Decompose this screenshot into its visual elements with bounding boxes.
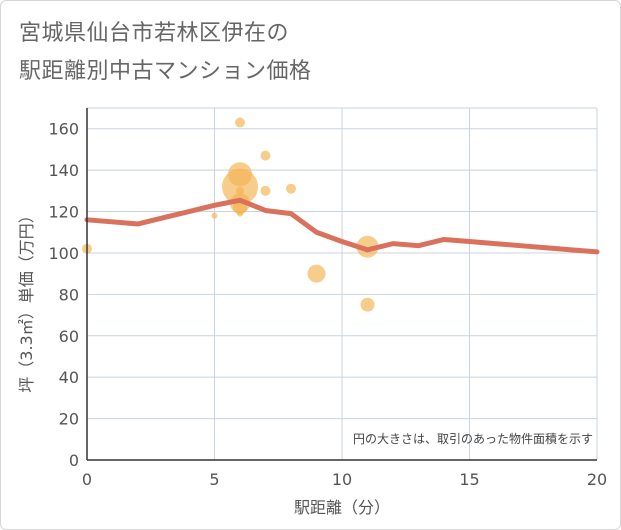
trend-series — [84, 197, 600, 255]
bubble-point-14 — [360, 297, 375, 312]
y-tick-label-40: 40 — [59, 368, 79, 387]
bubble-point-1 — [211, 212, 218, 219]
x-tick-label-10: 10 — [332, 470, 352, 489]
y-tick-label-60: 60 — [59, 327, 79, 346]
x-tick-label-15: 15 — [459, 470, 479, 489]
bubble-point-8 — [237, 210, 243, 217]
x-axis-label: 駅距離（分） — [294, 498, 390, 517]
y-tick-label-160: 160 — [48, 120, 79, 139]
bubble-point-11 — [286, 183, 296, 194]
y-tick-label-140: 140 — [48, 161, 79, 180]
bubble-point-5 — [236, 186, 244, 195]
y-tick-label-20: 20 — [59, 410, 79, 429]
chart-title-line2: 駅距離別中古マンション価格 — [19, 59, 312, 84]
y-tick-label-100: 100 — [48, 244, 79, 263]
tick-labels: 0 20 40 60 80 100 120 140 160 0 5 10 15 20 — [48, 120, 607, 489]
bubble-point-9 — [260, 150, 271, 161]
x-tick-label-5: 5 — [209, 470, 219, 489]
y-tick-label-0: 0 — [69, 451, 79, 470]
x-tick-label-0: 0 — [82, 470, 92, 489]
y-axis-label: 坪（3.3㎡）単価（万円） — [17, 207, 36, 392]
bubble-point-12 — [307, 264, 326, 283]
grid-lines — [87, 107, 598, 460]
bubble-point-2 — [235, 117, 245, 128]
bubble-point-13 — [356, 235, 379, 258]
size-note: 円の大きさは、取引のあった物件面積を示す — [353, 431, 593, 446]
bubble-point-10 — [260, 185, 271, 196]
bubble-point-4 — [222, 168, 258, 205]
y-tick-label-120: 120 — [48, 203, 79, 222]
axes — [86, 108, 597, 461]
y-tick-label-80: 80 — [59, 285, 79, 304]
chart-title-line1: 宮城県仙台市若林区伊在の — [19, 21, 290, 46]
x-tick-label-20: 20 — [587, 470, 607, 489]
trend-line — [84, 197, 600, 255]
